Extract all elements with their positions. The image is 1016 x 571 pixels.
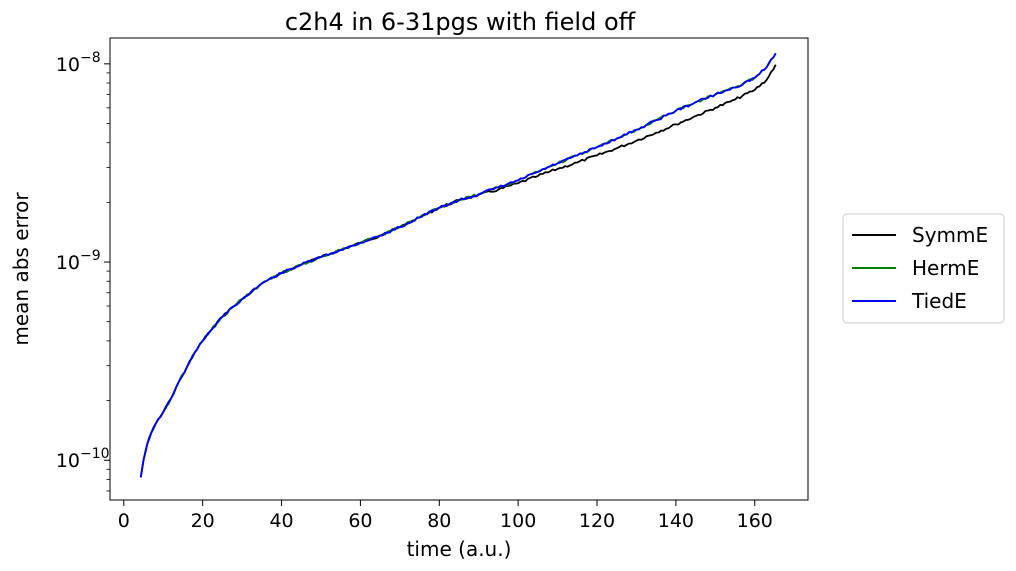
y-tick-label: 10 xyxy=(56,252,80,274)
x-tick-label: 60 xyxy=(348,510,372,532)
y-axis-label: mean abs error xyxy=(9,192,33,346)
y-tick-exponent: −10 xyxy=(80,446,110,462)
plot-frame xyxy=(109,37,809,501)
legend: SymmE HermE TiedE xyxy=(842,213,1005,324)
legend-box xyxy=(842,213,1005,324)
x-tick-label: 20 xyxy=(191,510,215,532)
x-tick-label: 140 xyxy=(658,510,694,532)
x-axis-label: time (a.u.) xyxy=(407,537,512,561)
series-layer xyxy=(139,52,777,478)
series-line-tiede xyxy=(139,52,777,478)
x-axis: 0 20 40 60 80 100 120 140 160 xyxy=(118,500,773,532)
y-tick-label: 10 xyxy=(56,54,80,76)
y-tick-label: 10 xyxy=(56,450,80,472)
legend-label: HermE xyxy=(912,256,979,280)
x-tick-label: 100 xyxy=(500,510,536,532)
x-tick-label: 40 xyxy=(269,510,293,532)
legend-label: TiedE xyxy=(911,289,967,313)
y-tick-exponent: −8 xyxy=(80,50,101,66)
x-tick-label: 0 xyxy=(118,510,130,532)
x-tick-label: 160 xyxy=(737,510,773,532)
x-tick-label: 80 xyxy=(427,510,451,532)
y-tick-exponent: −9 xyxy=(80,248,101,264)
chart-title: c2h4 in 6-31pgs with field off xyxy=(285,8,636,36)
legend-label: SymmE xyxy=(912,223,988,247)
x-tick-label: 120 xyxy=(579,510,615,532)
